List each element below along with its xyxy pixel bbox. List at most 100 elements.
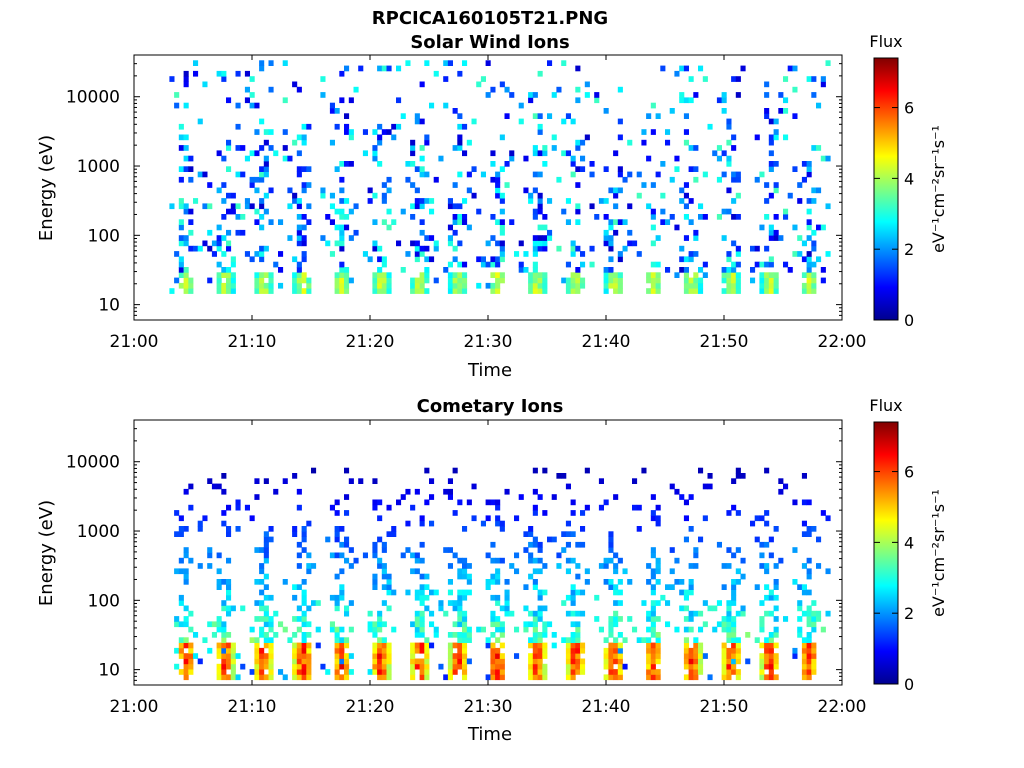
spectrogram-cell: [292, 674, 298, 681]
spectrogram-cell: [424, 653, 430, 659]
spectrogram-cell: [353, 229, 359, 236]
spectrogram-cell: [296, 647, 302, 654]
spectrogram-cell: [424, 658, 430, 665]
spectrogram-cell: [693, 277, 699, 284]
spectrogram-cell: [570, 240, 576, 247]
spectrogram-cell: [457, 568, 463, 575]
spectrogram-cell: [773, 235, 779, 241]
spectrogram-cell: [608, 658, 614, 665]
spectrogram-cell: [457, 139, 463, 146]
spectrogram-cell: [575, 653, 581, 659]
spectrogram-cell: [594, 97, 600, 104]
spectrogram-cell: [580, 642, 586, 649]
spectrogram-cell: [768, 669, 774, 675]
spectrogram-cell: [608, 632, 614, 638]
spectrogram-cell: [447, 478, 453, 484]
spectrogram-cell: [259, 282, 265, 289]
spectrogram-cell: [226, 605, 232, 612]
spectrogram-cell: [429, 198, 435, 204]
spectrogram-cell: [768, 192, 774, 199]
spectrogram-cell: [731, 145, 737, 151]
spectrogram-cell: [372, 647, 378, 654]
spectrogram-cell: [249, 626, 255, 633]
spectrogram-cell: [735, 272, 741, 278]
spectrogram-cell: [301, 632, 307, 638]
spectrogram-cell: [296, 267, 302, 273]
spectrogram-cell: [542, 214, 548, 220]
spectrogram-cell: [339, 584, 345, 590]
spectrogram-cell: [490, 674, 496, 681]
spectrogram-cell: [528, 526, 534, 532]
spectrogram-cell: [816, 224, 822, 231]
spectrogram-cell: [273, 632, 279, 638]
spectrogram-cell: [381, 198, 387, 204]
spectrogram-cell: [381, 663, 387, 670]
spectrogram-cell: [768, 653, 774, 659]
spectrogram-cell: [329, 594, 335, 601]
spectrogram-cell: [721, 626, 727, 633]
spectrogram-cell: [282, 674, 288, 681]
spectrogram-cell: [575, 573, 581, 580]
spectrogram-cell: [532, 504, 538, 511]
spectrogram-cell: [178, 653, 184, 659]
spectrogram-cell: [457, 499, 463, 506]
spectrogram-cell: [650, 584, 656, 590]
spectrogram-cell: [377, 277, 383, 284]
spectrogram-cell: [764, 113, 770, 119]
spectrogram-cell: [693, 145, 699, 151]
spectrogram-cell: [216, 616, 222, 622]
spectrogram-cell: [410, 182, 416, 188]
spectrogram-cell: [386, 282, 392, 289]
spectrogram-cell: [174, 663, 180, 670]
spectrogram-cell: [443, 674, 449, 681]
spectrogram-cell: [244, 86, 250, 93]
spectrogram-cell: [344, 65, 350, 72]
spectrogram-cell: [221, 76, 227, 82]
spectrogram-cell: [244, 97, 250, 104]
colorbar-tick-label: 6: [904, 463, 914, 482]
spectrogram-cell: [537, 224, 543, 231]
spectrogram-cell: [462, 219, 468, 225]
spectrogram-cell: [424, 663, 430, 670]
spectrogram-cell: [410, 282, 416, 289]
spectrogram-cell: [353, 557, 359, 564]
spectrogram-cell: [693, 92, 699, 98]
spectrogram-cell: [372, 663, 378, 670]
spectrogram-cell: [726, 563, 732, 569]
spectrogram-cell: [740, 573, 746, 580]
spectrogram-cell: [495, 182, 501, 188]
spectrogram-cell: [542, 161, 548, 167]
spectrogram-cell: [580, 510, 586, 516]
spectrogram-cell: [424, 267, 430, 273]
spectrogram-cell: [499, 208, 505, 215]
spectrogram-cell: [655, 515, 661, 522]
spectrogram-cell: [457, 658, 463, 665]
spectrogram-cell: [660, 219, 666, 225]
spectrogram-cell: [650, 610, 656, 617]
spectrogram-cell: [584, 504, 590, 511]
spectrogram-cell: [688, 589, 694, 596]
spectrogram-cell: [296, 563, 302, 569]
spectrogram-cell: [565, 288, 571, 294]
spectrogram-cell: [575, 282, 581, 289]
spectrogram-cell: [740, 557, 746, 564]
spectrogram-cell: [400, 552, 406, 559]
spectrogram-cell: [759, 261, 765, 268]
spectrogram-cell: [537, 123, 543, 130]
spectrogram-cell: [693, 663, 699, 670]
spectrogram-cell: [254, 102, 260, 109]
spectrogram-cell: [740, 610, 746, 617]
spectrogram-cell: [462, 669, 468, 675]
spectrogram-cell: [688, 251, 694, 257]
spectrogram-cell: [202, 240, 208, 247]
spectrogram-cell: [698, 658, 704, 665]
spectrogram-cell: [773, 658, 779, 665]
spectrogram-cell: [268, 288, 274, 294]
spectrogram-cell: [240, 214, 246, 220]
spectrogram-cell: [183, 674, 189, 681]
spectrogram-cell: [528, 610, 534, 617]
spectrogram-cell: [679, 65, 685, 72]
spectrogram-cell: [523, 187, 529, 194]
spectrogram-cell: [665, 219, 671, 225]
spectrogram-cell: [584, 579, 590, 585]
